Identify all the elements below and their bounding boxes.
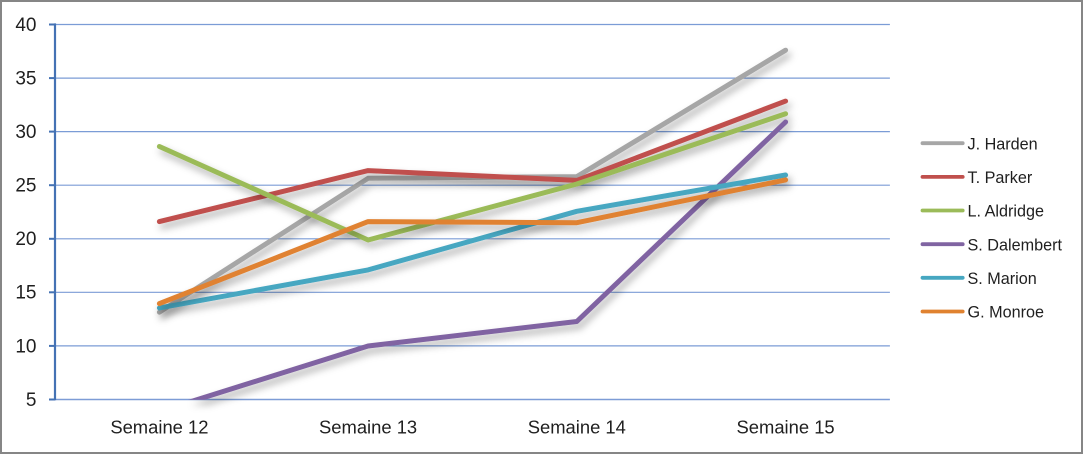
svg-text:G. Monroe: G. Monroe: [968, 304, 1044, 322]
svg-text:20: 20: [15, 229, 36, 250]
svg-text:S. Marion: S. Marion: [968, 270, 1037, 288]
svg-text:L. Aldridge: L. Aldridge: [968, 203, 1045, 221]
svg-text:S. Dalembert: S. Dalembert: [968, 236, 1063, 254]
svg-text:10: 10: [15, 336, 36, 357]
svg-text:5: 5: [26, 390, 37, 411]
svg-text:Semaine 14: Semaine 14: [528, 416, 626, 437]
svg-text:15: 15: [15, 283, 36, 304]
svg-text:30: 30: [15, 122, 36, 143]
svg-text:25: 25: [15, 176, 36, 197]
svg-text:Semaine 13: Semaine 13: [319, 416, 417, 437]
svg-text:Semaine 12: Semaine 12: [110, 416, 208, 437]
svg-text:Semaine 15: Semaine 15: [737, 416, 835, 437]
svg-text:40: 40: [15, 15, 36, 36]
svg-text:J. Harden: J. Harden: [968, 135, 1038, 153]
svg-text:35: 35: [15, 69, 36, 90]
svg-text:T. Parker: T. Parker: [968, 169, 1033, 187]
